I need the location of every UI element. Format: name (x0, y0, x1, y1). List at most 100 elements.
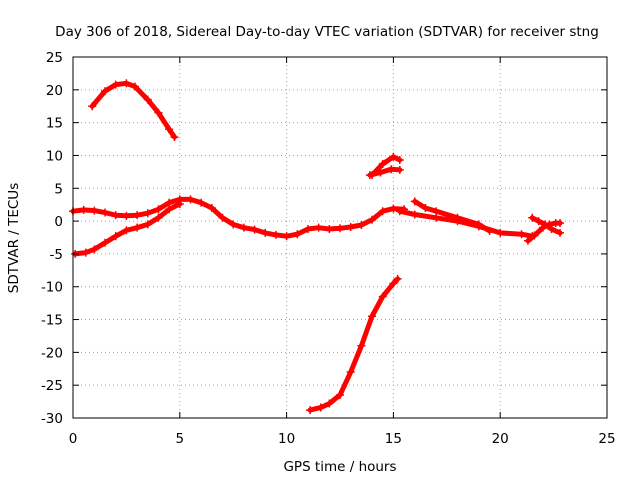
data-point (154, 213, 163, 222)
data-point (197, 198, 206, 207)
data-point (389, 279, 398, 288)
series-arc-short-lower (365, 165, 404, 180)
data-point (261, 228, 270, 237)
data-point (229, 220, 238, 229)
data-point (130, 82, 139, 91)
data-point (395, 207, 404, 216)
grid (73, 57, 607, 418)
data-point (90, 206, 99, 215)
data-point (556, 228, 565, 237)
data-point (143, 220, 152, 229)
data-point (421, 203, 430, 212)
data-point (376, 168, 385, 177)
data-point (101, 238, 110, 247)
data-point (346, 368, 355, 377)
data-point (143, 209, 152, 218)
data-point (101, 87, 110, 96)
plot-frame (72, 56, 608, 419)
data-point (485, 226, 494, 235)
data-point (523, 236, 532, 245)
data-point (556, 219, 565, 228)
data-point (387, 165, 396, 174)
y-tick-label: -30 (41, 411, 63, 427)
data-point (378, 159, 387, 168)
data-point (325, 399, 334, 408)
data-point (534, 217, 543, 226)
series-arc-late-b (410, 197, 494, 235)
data-point (133, 211, 142, 220)
y-tick-label: -10 (41, 280, 63, 296)
data-point (133, 223, 142, 232)
series-arc-end-b (528, 213, 565, 237)
data-point (325, 224, 334, 233)
data-point (528, 213, 537, 222)
series-line (397, 208, 535, 239)
data-point (250, 225, 259, 234)
series-line (412, 198, 492, 234)
x-tick-label: 20 (492, 431, 509, 447)
data-point (346, 222, 355, 231)
data-point (282, 232, 291, 241)
x-tick-label: 15 (385, 431, 402, 447)
data-point (143, 95, 152, 104)
data-point (154, 205, 163, 214)
y-tick-label: 5 (54, 181, 63, 197)
data-point (517, 230, 526, 239)
data-point (541, 220, 550, 229)
data-point (154, 108, 163, 117)
data-point (122, 226, 131, 235)
data-point (389, 204, 398, 213)
data-point (389, 152, 398, 161)
data-point (306, 406, 315, 415)
data-point (410, 210, 419, 219)
data-point (336, 224, 344, 233)
data-point (111, 211, 120, 220)
data-point (368, 215, 377, 224)
data-point (453, 213, 462, 222)
data-point (336, 391, 344, 400)
data-point (111, 232, 120, 241)
data-point (111, 80, 120, 89)
data-point (175, 200, 184, 209)
series-arc-late-a (395, 207, 537, 241)
x-axis: 0 5 10 15 20 25 (69, 57, 616, 447)
data-point (79, 205, 88, 214)
data-point (365, 171, 374, 180)
data-point (122, 211, 131, 220)
data-point (207, 203, 216, 212)
data-point (165, 205, 174, 214)
series-arc-low-rise (71, 200, 184, 258)
data-point (81, 248, 90, 257)
y-axis-label: SDTVAR / TECUs (6, 183, 22, 293)
x-tick-label: 5 (176, 431, 185, 447)
data-point (395, 165, 404, 174)
y-tick-label: -20 (41, 345, 63, 361)
series-layer (69, 79, 565, 415)
data-point (101, 208, 110, 217)
x-tick-label: 10 (278, 431, 295, 447)
data-point (378, 207, 387, 216)
data-point (395, 156, 404, 165)
data-point (186, 195, 195, 204)
series-arc-short-upper (368, 152, 404, 180)
y-tick-label: 10 (46, 148, 63, 164)
y-tick-label: 0 (54, 214, 63, 230)
data-point (316, 403, 325, 412)
data-point (271, 230, 280, 239)
y-tick-label: 15 (46, 116, 63, 132)
series-arc-high (88, 79, 179, 142)
data-point (170, 133, 179, 142)
data-point (496, 228, 505, 237)
x-tick-label: 0 (69, 431, 78, 447)
data-point (410, 197, 419, 206)
data-point (293, 230, 302, 239)
data-point (303, 224, 312, 233)
chart-title: Day 306 of 2018, Sidereal Day-to-day VTE… (55, 24, 599, 40)
data-point (432, 207, 441, 216)
y-tick-label: -25 (41, 378, 63, 394)
data-point (165, 125, 174, 134)
data-point (90, 245, 99, 254)
series-arc-fall (306, 274, 402, 415)
x-tick-label: 25 (598, 431, 615, 447)
